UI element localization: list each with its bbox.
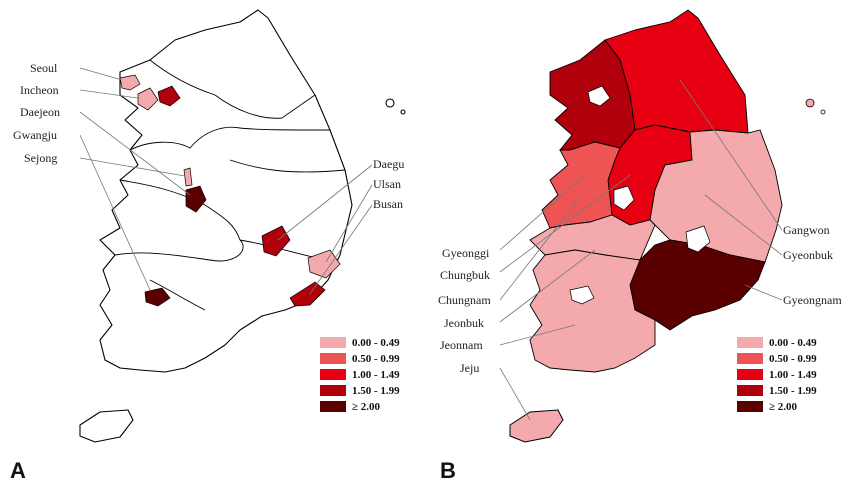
label-b-gyeongnam: Gyeongnam: [783, 293, 842, 307]
panel-letter-b: B: [440, 458, 456, 483]
label-b-gyeonbuk: Gyeonbuk: [783, 248, 833, 262]
legend-b-swatch-3: [737, 385, 763, 396]
region-a-gyeonggi-city: [157, 85, 181, 107]
label-b-jeonbuk: Jeonbuk: [444, 316, 484, 330]
legend-a-swatch-2: [320, 369, 346, 380]
legend-a-swatch-3: [320, 385, 346, 396]
legend-a-label-3: 1.50 - 1.99: [352, 385, 400, 397]
legend-b-label-2: 1.00 - 1.49: [769, 369, 817, 381]
region-a-seoul: [119, 74, 141, 91]
jeju-outline-a: [79, 409, 134, 443]
label-b-gangwon: Gangwon: [783, 223, 830, 237]
legend-b-label-3: 1.50 - 1.99: [769, 385, 817, 397]
panel-letter-a: A: [10, 458, 26, 483]
legend-b-label-4: ≥ 2.00: [769, 401, 798, 413]
region-a-busan: [289, 281, 326, 307]
legend-a-swatch-4: [320, 401, 346, 412]
legend-b-label-0: 0.00 - 0.49: [769, 337, 817, 349]
legend-a-swatch-1: [320, 353, 346, 364]
legend-a-label-2: 1.00 - 1.49: [352, 369, 400, 381]
region-a-daegu: [261, 225, 291, 257]
label-a-ulsan: Ulsan: [373, 177, 401, 191]
panel-a: Seoul Incheon Daejeon Gwangju Sejong Dae…: [10, 9, 406, 483]
label-a-sejong: Sejong: [24, 151, 57, 165]
label-a-gwangju: Gwangju: [13, 128, 57, 142]
label-b-gyeonggi: Gyeonggi: [442, 246, 490, 260]
legend-a-label-1: 0.50 - 0.99: [352, 353, 400, 365]
region-a-daejeon: [185, 185, 207, 213]
korea-outline-a: [99, 9, 353, 373]
label-b-chungnam: Chungnam: [438, 293, 491, 307]
label-b-chungbuk: Chungbuk: [440, 268, 490, 282]
label-a-seoul: Seoul: [30, 61, 58, 75]
legend-b-swatch-0: [737, 337, 763, 348]
legend-b-swatch-1: [737, 353, 763, 364]
label-a-busan: Busan: [373, 197, 403, 211]
panel-b: Gyeonggi Chungbuk Chungnam Jeonbuk Jeonn…: [438, 9, 842, 483]
legend-a: 0.00 - 0.49 0.50 - 0.99 1.00 - 1.49 1.50…: [320, 337, 400, 413]
region-b-jeonnam: [529, 249, 656, 373]
legend-b-swatch-2: [737, 369, 763, 380]
label-a-daejeon: Daejeon: [20, 105, 60, 119]
label-b-jeonnam: Jeonnam: [440, 338, 483, 352]
region-a-gwangju: [144, 287, 171, 307]
label-b-jeju: Jeju: [460, 361, 479, 375]
label-a-daegu: Daegu: [373, 157, 404, 171]
region-b-chungnam: [541, 141, 621, 229]
label-a-incheon: Incheon: [20, 83, 59, 97]
legend-b-swatch-4: [737, 401, 763, 412]
legend-b-label-1: 0.50 - 0.99: [769, 353, 817, 365]
region-a-sejong: [183, 167, 193, 187]
region-b-jeju: [509, 409, 564, 443]
region-a-incheon: [137, 87, 159, 111]
legend-a-swatch-0: [320, 337, 346, 348]
legend-a-label-0: 0.00 - 0.49: [352, 337, 400, 349]
legend-a-label-4: ≥ 2.00: [352, 401, 381, 413]
legend-b: 0.00 - 0.49 0.50 - 0.99 1.00 - 1.49 1.50…: [737, 337, 817, 413]
region-a-ulsan: [307, 249, 341, 279]
